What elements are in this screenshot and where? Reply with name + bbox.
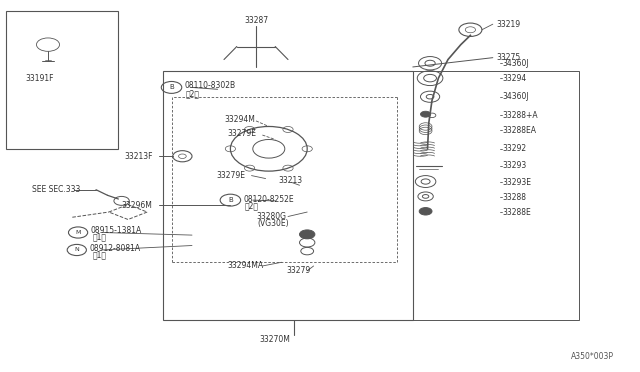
Text: 33287: 33287 <box>244 16 268 25</box>
Text: 33280G: 33280G <box>256 212 286 221</box>
Text: 33294MA: 33294MA <box>227 262 263 270</box>
Text: 33279: 33279 <box>287 266 311 275</box>
Text: 08915-1381A: 08915-1381A <box>91 226 142 235</box>
Text: 34360J: 34360J <box>502 59 529 68</box>
Text: 33293E: 33293E <box>502 178 531 187</box>
Text: 33292: 33292 <box>502 144 527 153</box>
Text: 33275: 33275 <box>496 53 520 62</box>
Text: 08120-8252E: 08120-8252E <box>243 195 294 203</box>
Text: 、1、: 、1、 <box>93 251 107 260</box>
Text: 33219: 33219 <box>496 20 520 29</box>
Bar <box>163 71 413 320</box>
Text: 33279E: 33279E <box>227 129 256 138</box>
Text: 33270M: 33270M <box>260 335 291 344</box>
Text: 33294M: 33294M <box>224 115 255 124</box>
Text: A350*003P: A350*003P <box>572 352 614 361</box>
Text: M: M <box>76 230 81 235</box>
Text: 34360J: 34360J <box>502 92 529 101</box>
Bar <box>413 71 579 320</box>
Text: 33288+A: 33288+A <box>502 111 538 120</box>
Text: 。2〃: 。2〃 <box>244 201 259 210</box>
Text: 33279E: 33279E <box>216 171 245 180</box>
Bar <box>6 11 118 149</box>
Text: SEE SEC.333: SEE SEC.333 <box>32 185 81 194</box>
Text: 33213F: 33213F <box>125 152 154 161</box>
Text: 33288EA: 33288EA <box>502 126 536 135</box>
Circle shape <box>420 111 431 117</box>
Text: 33213: 33213 <box>278 176 303 185</box>
Circle shape <box>300 230 315 239</box>
Text: B: B <box>169 84 174 90</box>
Text: 。2〃: 。2〃 <box>186 89 200 98</box>
Text: 、1、: 、1、 <box>93 233 107 242</box>
Text: 33296M: 33296M <box>122 201 152 210</box>
Text: 33294: 33294 <box>502 74 527 83</box>
Text: 33288E: 33288E <box>502 208 531 217</box>
Text: 08110-8302B: 08110-8302B <box>184 81 236 90</box>
Text: 33288: 33288 <box>502 193 527 202</box>
Text: N: N <box>74 247 79 253</box>
Text: 33293: 33293 <box>502 161 527 170</box>
Text: 33191F: 33191F <box>26 74 54 83</box>
Text: 08912-8081A: 08912-8081A <box>90 244 141 253</box>
Circle shape <box>419 208 432 215</box>
Text: (VG30E): (VG30E) <box>257 219 289 228</box>
Text: B: B <box>228 197 233 203</box>
